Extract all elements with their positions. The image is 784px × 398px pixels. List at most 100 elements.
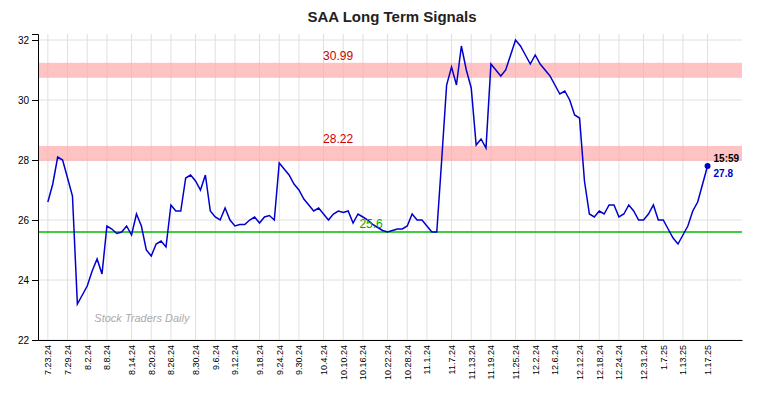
x-tick: 10.10.24: [339, 340, 349, 380]
x-tick-label: 7.29.24: [63, 345, 73, 375]
grid-line-x: [87, 34, 88, 340]
grid-line-x: [323, 34, 324, 340]
x-tick-label: 9.12.24: [230, 345, 240, 375]
title: SAA Long Term Signals: [307, 8, 476, 25]
grid-line-x: [170, 34, 171, 340]
x-tick-label: 12.24.24: [614, 345, 624, 380]
x-tick-label: 9.18.24: [255, 345, 265, 375]
grid-line-x: [579, 34, 580, 340]
y-tick: 32: [18, 35, 38, 46]
x-tick-label: 10.10.24: [339, 345, 349, 380]
x-tick-label: 8.8.24: [102, 345, 112, 370]
grid-line-x: [426, 34, 427, 340]
x-tick-label: 8.14.24: [127, 345, 137, 375]
x-tick: 1.17.25: [703, 340, 713, 375]
y-tick: 24: [18, 275, 38, 286]
grid-line-x: [599, 34, 600, 340]
grid-line-x: [663, 34, 664, 340]
grid-line-x: [387, 34, 388, 340]
x-tick: 8.30.24: [191, 340, 201, 375]
x-tick: 8.14.24: [127, 340, 137, 375]
x-tick-label: 8.20.24: [147, 345, 157, 375]
x-tick: 7.23.24: [43, 340, 53, 375]
x-tick-label: 12.31.24: [639, 345, 649, 380]
grid-line-x: [471, 34, 472, 340]
y-tick-label: 32: [18, 35, 30, 46]
x-tick: 10.28.24: [403, 340, 413, 380]
y-axis-line: [32, 35, 39, 341]
x-tick: 12.31.24: [639, 340, 649, 380]
grid-line-x: [407, 34, 408, 340]
x-tick-label: 9.30.24: [294, 345, 304, 375]
end-value-label: 27.8: [714, 168, 734, 179]
x-tick: 8.8.24: [102, 340, 112, 370]
y-tick-mark: [32, 280, 38, 281]
y-tick-label: 22: [18, 335, 30, 346]
hline-label: 25.6: [359, 217, 383, 231]
y-tick-mark: [32, 100, 38, 101]
x-tick-label: 9.24.24: [275, 345, 285, 375]
x-tick: 9.24.24: [275, 340, 285, 375]
x-tick-label: 7.23.24: [43, 345, 53, 375]
y-tick-label: 24: [18, 275, 30, 286]
end-time-label: 15:59: [714, 153, 740, 164]
x-tick-label: 9.6.24: [211, 345, 221, 370]
grid-line-y: [38, 220, 742, 221]
grid-line-x: [67, 34, 68, 340]
x-tick: 12.18.24: [595, 340, 605, 380]
grid-line-x: [131, 34, 132, 340]
x-tick: 12.6.24: [550, 340, 560, 375]
x-tick: 1.7.25: [659, 340, 669, 370]
y-axis: 222426283032: [18, 35, 39, 346]
x-tick: 9.30.24: [294, 340, 304, 375]
signal-band: [38, 146, 742, 161]
x-tick: 11.25.24: [511, 340, 521, 379]
x-tick-label: 10.28.24: [403, 345, 413, 380]
y-tick-mark: [32, 220, 38, 221]
grid-line-x: [47, 34, 48, 340]
x-tick-label: 1.7.25: [659, 345, 669, 370]
annotations: 30.9928.2225.615:5927.8Stock Traders Dai…: [94, 49, 739, 324]
x-tick-label: 10.4.24: [319, 345, 329, 375]
grid-line-x: [362, 34, 363, 340]
grid-line-x: [618, 34, 619, 340]
y-tick-mark: [32, 160, 38, 161]
x-axis-line: [39, 340, 743, 341]
x-tick-label: 12.18.24: [595, 345, 605, 380]
x-tick-label: 12.12.24: [575, 345, 585, 380]
x-tick-label: 11.19.24: [486, 345, 496, 379]
x-tick: 9.12.24: [230, 340, 240, 375]
x-tick-label: 10.22.24: [383, 345, 393, 380]
grid-line-x: [106, 34, 107, 340]
x-tick: 8.2.24: [83, 340, 93, 370]
x-tick: 12.12.24: [575, 340, 585, 380]
x-tick-label: 11.7.24: [447, 345, 457, 374]
x-tick-label: 1.17.25: [703, 345, 713, 375]
x-tick: 10.16.24: [358, 340, 368, 380]
x-tick: 12.2.24: [531, 340, 541, 375]
band-label: 30.99: [323, 49, 353, 63]
grid-line-x: [535, 34, 536, 340]
grid-line-x: [643, 34, 644, 340]
y-tick: 30: [18, 95, 38, 106]
x-tick-label: 12.2.24: [531, 345, 541, 375]
grid-line-x: [554, 34, 555, 340]
y-tick-label: 30: [18, 95, 30, 106]
marks: [38, 40, 742, 304]
grid-line-x: [259, 34, 260, 340]
x-tick: 7.29.24: [63, 340, 73, 375]
x-tick: 11.13.24: [467, 340, 477, 379]
y-tick-mark: [32, 340, 38, 341]
y-tick: 28: [18, 155, 38, 166]
x-tick-label: 11.25.24: [511, 345, 521, 379]
x-tick-label: 12.6.24: [550, 345, 560, 375]
x-tick-label: 1.13.25: [678, 345, 688, 375]
grid-line-x: [451, 34, 452, 340]
x-axis: 7.23.24 7.29.24 8.2.24 8.8.24 8.14.24 8.20.24…: [39, 340, 743, 380]
x-tick: 12.24.24: [614, 340, 624, 380]
y-tick-mark: [32, 40, 38, 41]
grid-line-x: [215, 34, 216, 340]
x-tick: 11.1.24: [422, 340, 432, 374]
grid-line-x: [298, 34, 299, 340]
band-label: 28.22: [323, 132, 353, 146]
